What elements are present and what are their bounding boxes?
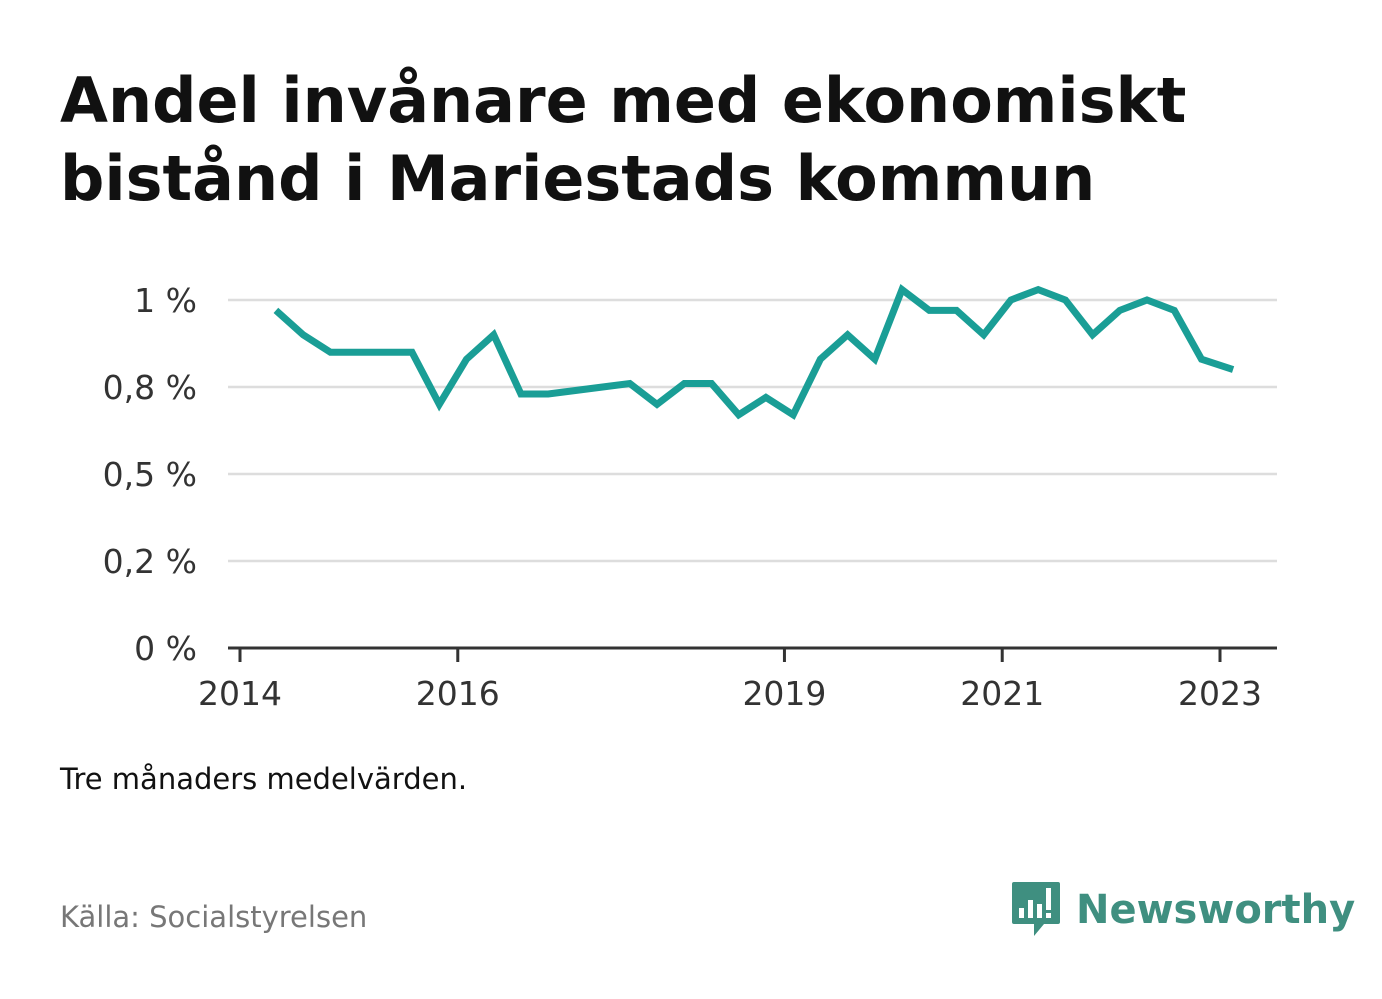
grid-lines [228, 298, 1277, 563]
source-credit: Källa: Socialstyrelsen [60, 900, 368, 934]
x-tick-label: 2021 [960, 674, 1044, 713]
x-axis: 2014 2016 2019 2021 2023 [198, 646, 1277, 713]
y-axis-labels: 0 % 0,2 % 0,5 % 0,8 % 1 % [103, 281, 197, 668]
series-line [273, 284, 1235, 420]
x-tick-label: 2014 [198, 674, 282, 713]
chart-title: Andel invånare med ekonomiskt bistånd i … [60, 64, 1187, 215]
x-tick-label: 2019 [742, 674, 826, 713]
brand-name: Newsworthy [1076, 887, 1356, 933]
newsworthy-logo-icon [1012, 882, 1060, 936]
y-tick-label: 1 % [134, 281, 197, 320]
chart-note: Tre månaders medelvärden. [60, 762, 468, 796]
y-tick-label: 0,2 % [103, 542, 197, 581]
x-tick-label: 2016 [416, 674, 500, 713]
y-tick-label: 0 % [134, 629, 197, 668]
y-tick-label: 0,5 % [103, 455, 197, 494]
series-layer [273, 284, 1235, 420]
brand-logo: Newsworthy [1010, 880, 1355, 940]
x-tick-label: 2023 [1178, 674, 1262, 713]
y-tick-label: 0,8 % [103, 368, 197, 407]
